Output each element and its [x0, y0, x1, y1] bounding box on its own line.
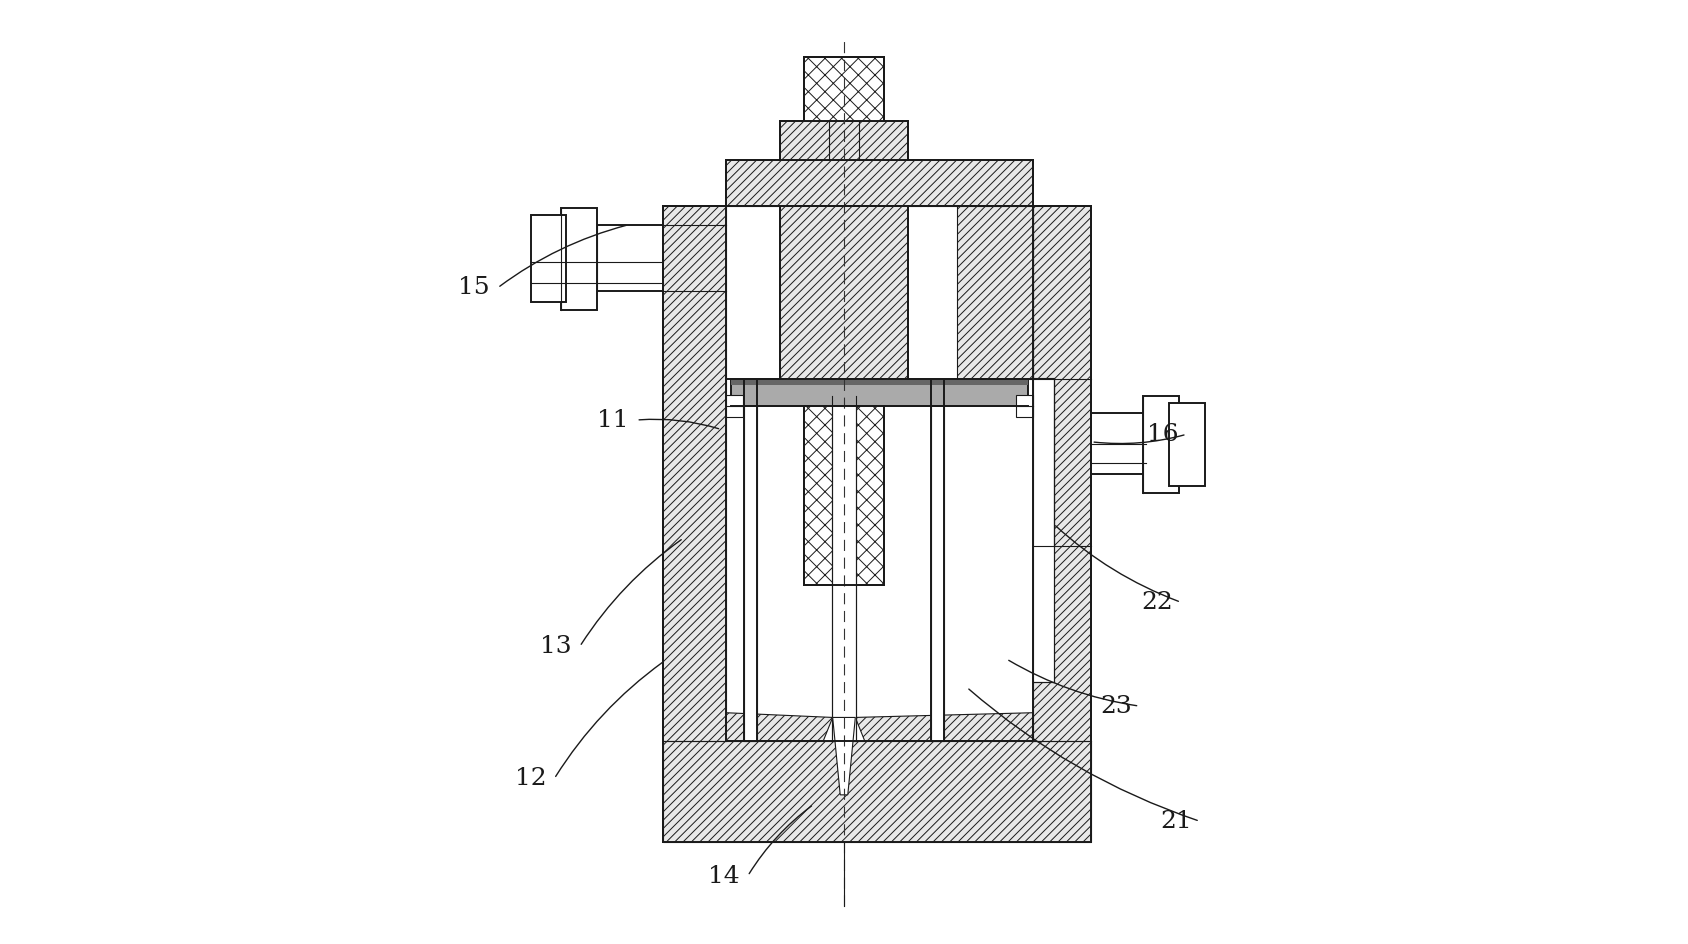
Bar: [744, 379, 758, 741]
Bar: [805, 406, 883, 585]
Bar: [726, 206, 1033, 741]
Polygon shape: [856, 713, 1033, 741]
Bar: [663, 206, 1092, 842]
Bar: [726, 395, 743, 417]
Bar: [1016, 395, 1033, 417]
Polygon shape: [726, 713, 832, 741]
Bar: [589, 225, 663, 291]
Text: 15: 15: [457, 277, 490, 299]
Bar: [930, 379, 944, 741]
Bar: [805, 57, 883, 121]
Bar: [832, 396, 856, 741]
Text: 13: 13: [540, 635, 572, 658]
Bar: [731, 379, 1028, 385]
Bar: [560, 208, 596, 310]
Polygon shape: [832, 717, 856, 795]
Bar: [957, 206, 1033, 379]
Bar: [1092, 413, 1156, 474]
Bar: [1143, 396, 1180, 493]
Text: 16: 16: [1148, 423, 1178, 446]
Text: 11: 11: [598, 409, 628, 431]
Text: 14: 14: [709, 865, 739, 887]
Bar: [663, 741, 1092, 842]
Bar: [530, 215, 567, 302]
Bar: [780, 121, 908, 160]
Bar: [1168, 403, 1205, 486]
Text: 21: 21: [1160, 810, 1192, 833]
Bar: [1033, 378, 1053, 682]
Bar: [731, 379, 1028, 406]
Bar: [780, 206, 908, 379]
Text: 23: 23: [1101, 695, 1131, 717]
Text: 22: 22: [1141, 591, 1173, 614]
Text: 12: 12: [515, 767, 547, 790]
Bar: [726, 160, 1033, 206]
